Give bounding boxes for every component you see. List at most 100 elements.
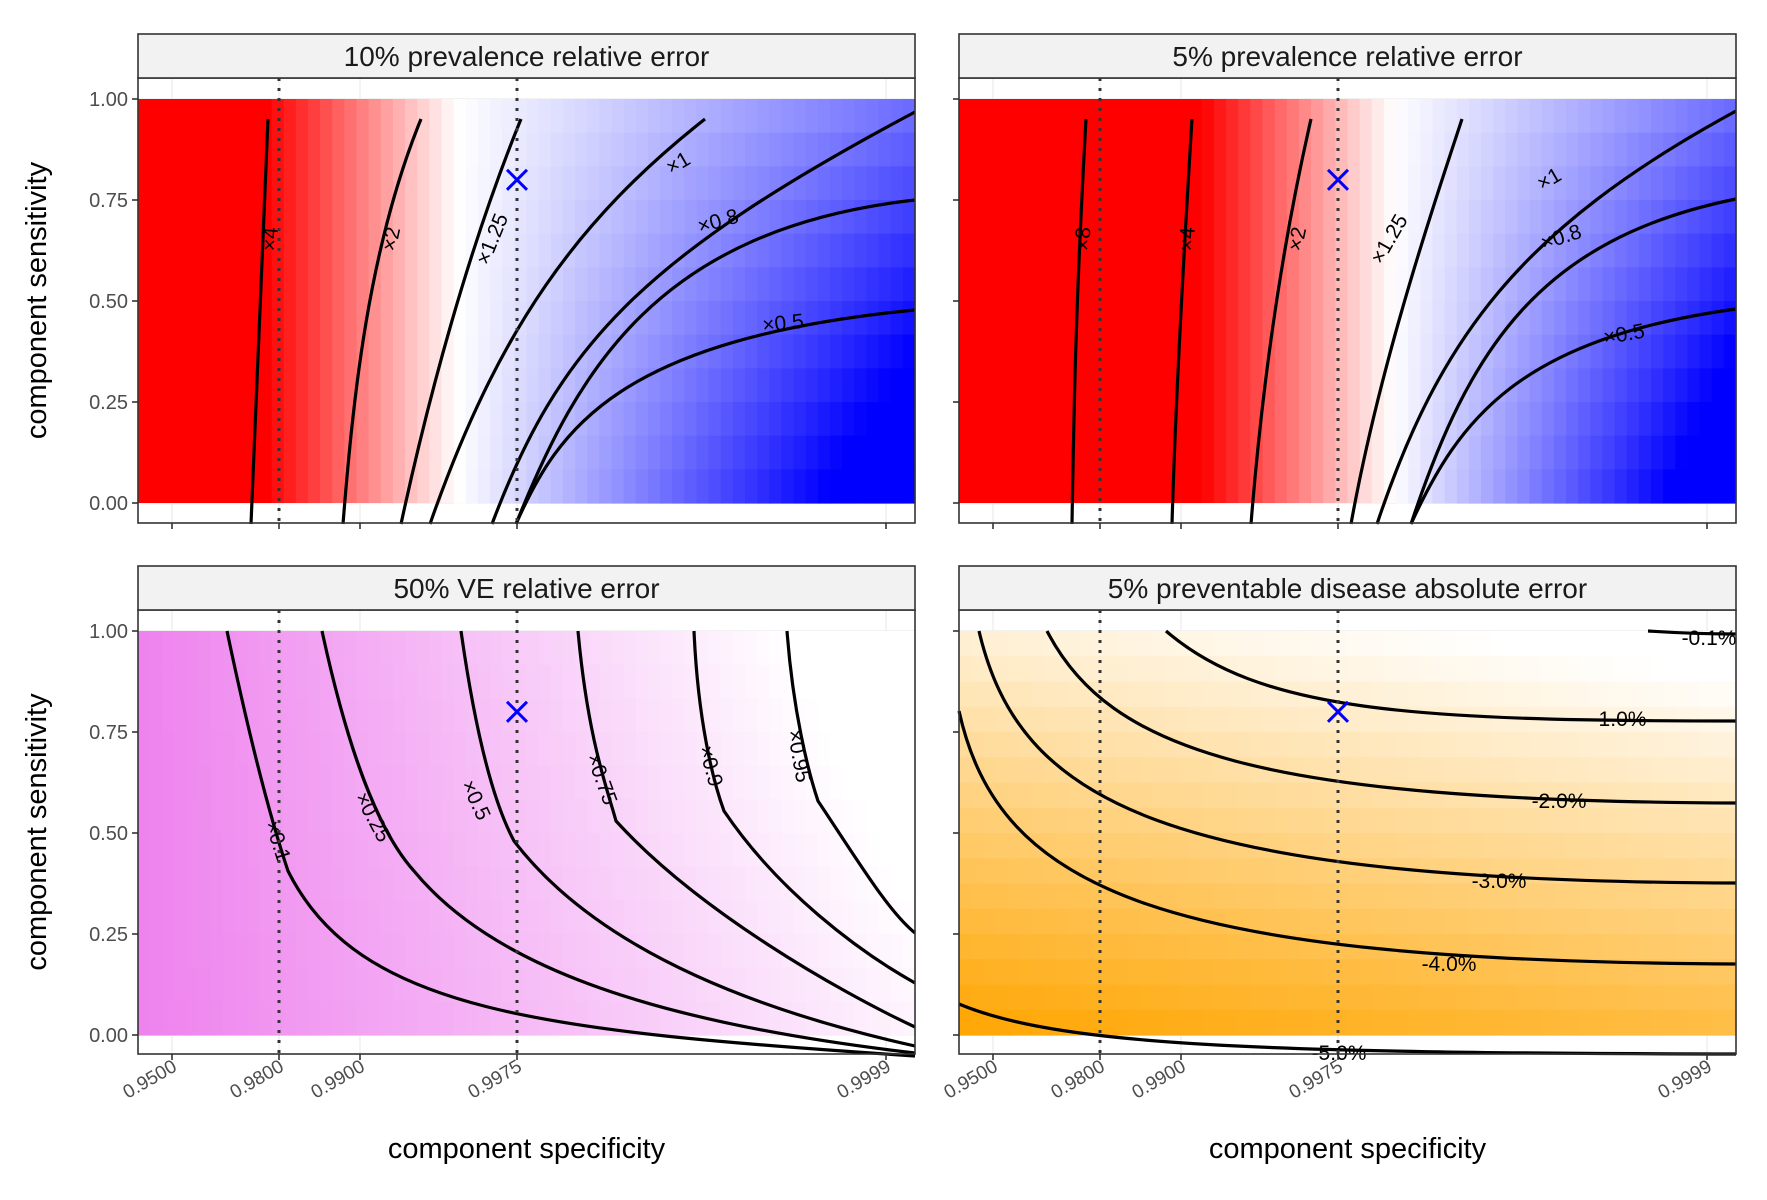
heatmap-cell xyxy=(1481,908,1494,935)
heatmap-cell xyxy=(1529,435,1543,470)
heatmap-cell xyxy=(380,934,394,969)
heatmap-cell xyxy=(696,132,710,167)
heatmap-cell xyxy=(1590,782,1604,809)
heatmap-cell xyxy=(830,866,843,901)
heatmap-cell xyxy=(995,883,1009,910)
heatmap-cell xyxy=(1177,706,1191,733)
heatmap-cell xyxy=(477,99,491,134)
heatmap-cell xyxy=(259,900,273,935)
heatmap-cell xyxy=(1371,706,1385,733)
heatmap-cell xyxy=(1323,732,1336,758)
heatmap-cell xyxy=(1153,984,1166,1011)
heatmap-cell xyxy=(878,469,892,504)
panel-title: 10% prevalence relative error xyxy=(344,41,710,72)
heatmap-cell xyxy=(1553,368,1567,403)
heatmap-cell xyxy=(995,631,1009,657)
heatmap-cell xyxy=(1699,267,1713,302)
heatmap-cell xyxy=(672,799,685,834)
heatmap-cell xyxy=(1723,267,1737,302)
heatmap-cell xyxy=(368,799,382,834)
heatmap-cell xyxy=(1274,1009,1288,1036)
heatmap-cell xyxy=(1456,132,1470,167)
heatmap-cell xyxy=(538,233,552,268)
heatmap-cell xyxy=(781,99,795,134)
heatmap-cell xyxy=(417,833,430,868)
heatmap-cell xyxy=(502,934,515,969)
heatmap-cell xyxy=(1408,631,1421,657)
heatmap-cell xyxy=(1298,656,1312,683)
heatmap-cell xyxy=(1675,233,1689,268)
heatmap-cell xyxy=(210,833,224,868)
heatmap-cell xyxy=(890,698,904,733)
heatmap-cell xyxy=(1553,681,1567,708)
heatmap-cell xyxy=(271,631,285,666)
heatmap-cell xyxy=(332,799,345,834)
heatmap-cell xyxy=(1444,469,1458,504)
heatmap-cell xyxy=(490,469,503,504)
heatmap-cell xyxy=(1687,166,1701,201)
heatmap-cell xyxy=(1298,631,1312,657)
heatmap-cell xyxy=(1566,833,1579,859)
heatmap-cell xyxy=(696,402,710,437)
heatmap-cell xyxy=(672,435,685,470)
heatmap-cell xyxy=(1566,402,1579,437)
heatmap-cell xyxy=(587,99,600,134)
heatmap-cell xyxy=(1566,267,1579,302)
heatmap-cell xyxy=(1408,132,1421,167)
heatmap-cell xyxy=(830,469,843,504)
heatmap-cell xyxy=(866,99,880,134)
heatmap-cell xyxy=(1043,656,1057,683)
heatmap-cell xyxy=(1311,631,1324,657)
heatmap-cell xyxy=(1043,1009,1057,1036)
y-tick-label: 0.00 xyxy=(89,493,128,515)
heatmap-cell xyxy=(599,469,613,504)
heatmap-cell xyxy=(1274,883,1288,910)
heatmap-cell xyxy=(1517,200,1531,235)
heatmap-cell xyxy=(720,99,734,134)
heatmap-cell xyxy=(1723,858,1737,885)
heatmap-cell xyxy=(830,435,843,470)
heatmap-cell xyxy=(1590,99,1604,134)
heatmap-cell xyxy=(1590,631,1604,657)
heatmap-cell xyxy=(1541,833,1555,859)
heatmap-cell xyxy=(672,900,685,935)
heatmap-cell xyxy=(1699,833,1713,859)
heatmap-cell xyxy=(1699,757,1713,784)
heatmap-cell xyxy=(1663,934,1676,960)
heatmap-cell xyxy=(1420,132,1434,167)
heatmap-cell xyxy=(320,799,333,834)
heatmap-cell xyxy=(247,765,261,800)
heatmap-cell xyxy=(1578,435,1591,470)
heatmap-cell xyxy=(720,469,734,504)
heatmap-cell xyxy=(1080,706,1094,733)
heatmap-cell xyxy=(1250,908,1264,935)
heatmap-cell xyxy=(769,99,783,134)
heatmap-cell xyxy=(1590,1009,1604,1036)
heatmap-cell xyxy=(1165,757,1179,784)
heatmap-cell xyxy=(1663,267,1676,302)
heatmap-cell xyxy=(995,908,1009,935)
heatmap-cell xyxy=(769,402,783,437)
heatmap-cell xyxy=(1675,166,1689,201)
heatmap-cell xyxy=(817,368,831,403)
heatmap-cell xyxy=(1371,631,1385,657)
heatmap-cell xyxy=(971,656,984,683)
heatmap-cell xyxy=(1201,959,1215,986)
heatmap-cell xyxy=(1068,883,1082,910)
heatmap-cell xyxy=(1007,984,1021,1011)
heatmap-cell xyxy=(805,698,819,733)
heatmap-cell xyxy=(1578,166,1591,201)
heatmap-cell xyxy=(1626,631,1640,657)
heatmap-cell xyxy=(983,807,997,834)
heatmap-cell xyxy=(222,698,236,733)
heatmap-cell xyxy=(1068,833,1082,859)
heatmap-cell xyxy=(708,631,722,666)
heatmap-cell xyxy=(1262,782,1276,809)
heatmap-cell xyxy=(356,799,370,834)
heatmap-cell xyxy=(1420,334,1434,369)
heatmap-cell xyxy=(971,807,984,834)
heatmap-cell xyxy=(1043,706,1057,733)
heatmap-cell xyxy=(526,900,540,935)
heatmap-cell xyxy=(307,698,321,733)
heatmap-cell xyxy=(732,799,746,834)
